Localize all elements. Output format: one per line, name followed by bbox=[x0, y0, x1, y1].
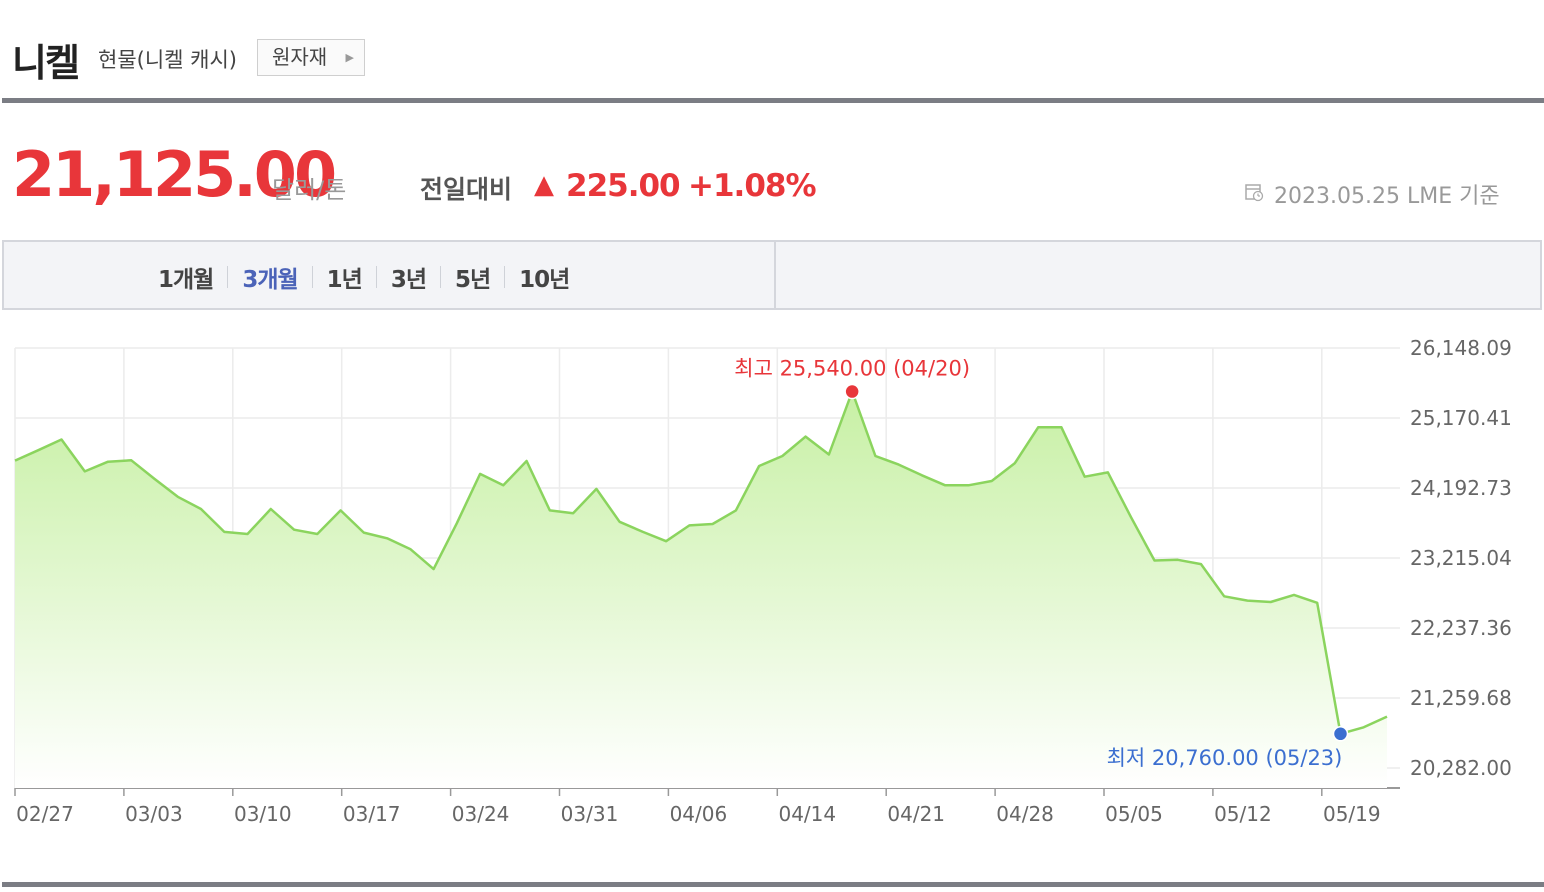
x-tick-label: 04/28 bbox=[996, 802, 1054, 826]
x-tick-label: 04/21 bbox=[887, 802, 945, 826]
min-label: 최저 20,760.00 (05/23) bbox=[1107, 746, 1343, 770]
page-subtitle: 현물(니켈 캐시) bbox=[98, 48, 237, 72]
x-tick-label: 03/31 bbox=[561, 802, 619, 826]
y-tick-label: 22,237.36 bbox=[1410, 616, 1512, 640]
caret-right-icon: ▶ bbox=[345, 51, 354, 64]
tab-separator bbox=[311, 266, 313, 288]
x-tick-label: 03/17 bbox=[343, 802, 401, 826]
tab-period-4[interactable]: 5년 bbox=[455, 267, 491, 293]
current-price: 21,125.00 bbox=[12, 138, 337, 211]
x-tick-label: 03/24 bbox=[452, 802, 510, 826]
x-tick-label: 05/12 bbox=[1214, 802, 1272, 826]
x-tick-label: 02/27 bbox=[16, 802, 74, 826]
reference-date: 2023.05.25 LME 기준 bbox=[1244, 176, 1534, 209]
tab-period-0[interactable]: 1개월 bbox=[158, 267, 214, 293]
min-point bbox=[1332, 726, 1349, 742]
tab-separator bbox=[375, 266, 377, 288]
up-triangle-icon: ▲ bbox=[534, 170, 554, 200]
tab-period-3[interactable]: 3년 bbox=[390, 267, 427, 293]
page-title: 니켈 bbox=[12, 41, 80, 85]
tab-period-2[interactable]: 1년 bbox=[326, 267, 363, 293]
change-value: 225.00 bbox=[566, 168, 681, 204]
y-tick-label: 23,215.04 bbox=[1410, 546, 1512, 570]
calendar-icon bbox=[1245, 184, 1264, 202]
max-label: 최고 25,540.00 (04/20) bbox=[734, 357, 970, 381]
x-tick-label: 05/05 bbox=[1105, 802, 1163, 826]
price-chart: 26,148.09 25,170.41 24,192.73 23,215.04 22,2… bbox=[0, 330, 1544, 875]
y-tick-label: 24,192.73 bbox=[1410, 476, 1512, 500]
change-percent: +1.08% bbox=[688, 168, 817, 204]
price-chart-svg: 26,148.09 25,170.41 24,192.73 23,215.04 22,2… bbox=[14, 336, 1512, 826]
date-label: 2023.05.25 LME 기준 bbox=[1274, 184, 1500, 209]
bottom-divider bbox=[2, 882, 1544, 887]
tab-period-1[interactable]: 3개월 bbox=[242, 267, 298, 293]
category-button-label: 원자재 bbox=[272, 45, 328, 69]
y-tick-label: 26,148.09 bbox=[1410, 336, 1512, 360]
period-tabs: 1개월 3개월 1년 3년 5년 10년 bbox=[158, 260, 570, 294]
period-tab-bar: 1개월 3개월 1년 3년 5년 10년 bbox=[2, 240, 1542, 310]
title-row: 니켈 현물(니켈 캐시) 원자재 ▶ bbox=[12, 28, 1532, 85]
category-button[interactable]: 원자재 ▶ bbox=[257, 39, 365, 76]
tab-bar-divider bbox=[774, 242, 776, 308]
series-line bbox=[14, 390, 1388, 736]
tab-separator bbox=[504, 266, 506, 288]
tab-separator bbox=[440, 266, 441, 288]
max-point bbox=[844, 383, 860, 400]
y-tick-label: 25,170.41 bbox=[1410, 406, 1512, 430]
tab-separator bbox=[227, 266, 229, 288]
price-unit: 달러/톤 bbox=[272, 176, 347, 204]
x-tick-label: 03/03 bbox=[125, 802, 183, 826]
series-area bbox=[15, 391, 1387, 788]
y-tick-label: 21,259.68 bbox=[1410, 686, 1512, 710]
compare-label: 전일대비 bbox=[420, 175, 513, 204]
y-tick-label: 20,282.00 bbox=[1410, 756, 1512, 780]
x-tick-label: 04/06 bbox=[670, 802, 728, 826]
tab-period-5[interactable]: 10년 bbox=[519, 267, 570, 293]
x-tick-label: 05/19 bbox=[1323, 802, 1381, 826]
top-divider bbox=[2, 98, 1544, 103]
x-tick-label: 03/10 bbox=[234, 802, 292, 826]
x-tick-label: 04/14 bbox=[778, 802, 836, 826]
